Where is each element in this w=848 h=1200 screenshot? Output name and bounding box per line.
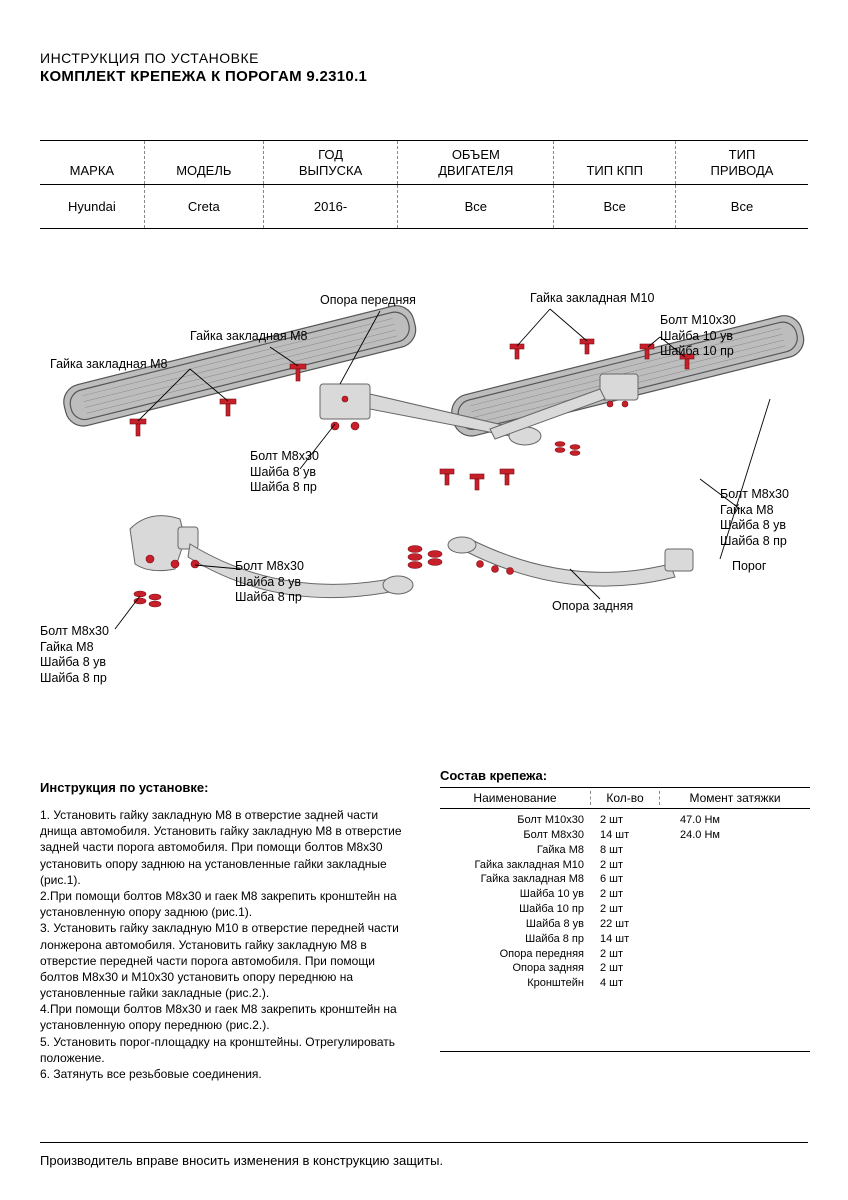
spec-th: ОБЪЕМ ДВИГАТЕЛЯ (398, 141, 554, 185)
parts-row: Кронштейн4 шт (440, 976, 810, 991)
spec-td: Все (554, 185, 676, 229)
header-title: КОМПЛЕКТ КРЕПЕЖА К ПОРОГАМ 9.2310.1 (40, 68, 808, 85)
parts-row: Болт М10х302 шт47.0 Нм (440, 813, 810, 828)
callout: Опора задняя (552, 599, 633, 615)
spec-th: ТИП ПРИВОДА (675, 141, 808, 185)
parts-row: Шайба 8 ув22 шт (440, 917, 810, 932)
parts-row: Гайка закладная М86 шт (440, 872, 810, 887)
parts-row: Гайка М88 шт (440, 843, 810, 858)
parts-header-name: Наименование (440, 791, 590, 805)
instruction-step: 5. Установить порог-площадку на кронштей… (40, 1034, 410, 1066)
spec-td: Creta (144, 185, 263, 229)
spec-table: МАРКА МОДЕЛЬ ГОД ВЫПУСКА ОБЪЕМ ДВИГАТЕЛЯ… (40, 140, 808, 229)
callout: Гайка закладная М8 (50, 357, 167, 373)
parts-row: Шайба 10 пр2 шт (440, 902, 810, 917)
callout: Болт М8х30 Шайба 8 ув Шайба 8 пр (250, 449, 319, 496)
spec-th: ГОД ВЫПУСКА (263, 141, 397, 185)
callout: Гайка закладная М8 (190, 329, 307, 345)
spec-td: Все (398, 185, 554, 229)
instruction-step: 2.При помощи болтов М8х30 и гаек М8 закр… (40, 888, 410, 920)
parts-table: Состав крепежа: Наименование Кол-во Моме… (440, 768, 810, 1052)
parts-body: Болт М10х302 шт47.0 Нм Болт М8х3014 шт24… (440, 809, 810, 1052)
parts-header-qty: Кол-во (590, 791, 660, 805)
assembly-diagram: Гайка закладная М8 Гайка закладная М8 Оп… (40, 269, 808, 699)
instruction-step: 1. Установить гайку закладную М8 в отвер… (40, 807, 410, 888)
parts-row: Опора задняя2 шт (440, 961, 810, 976)
callout: Болт М8х30 Гайка М8 Шайба 8 ув Шайба 8 п… (720, 487, 789, 550)
header-subtitle: ИНСТРУКЦИЯ ПО УСТАНОВКЕ (40, 50, 808, 66)
callout: Болт М8х30 Гайка М8 Шайба 8 ув Шайба 8 п… (40, 624, 109, 687)
callout: Болт М8х30 Шайба 8 ув Шайба 8 пр (235, 559, 304, 606)
parts-row: Шайба 10 ув2 шт (440, 887, 810, 902)
instruction-step: 3. Установить гайку закладную М10 в отве… (40, 920, 410, 1001)
spec-th: МАРКА (40, 141, 144, 185)
parts-title: Состав крепежа: (440, 768, 810, 783)
parts-row: Опора передняя2 шт (440, 947, 810, 962)
spec-td: Hyundai (40, 185, 144, 229)
parts-row: Шайба 8 пр14 шт (440, 932, 810, 947)
parts-header: Наименование Кол-во Момент затяжки (440, 787, 810, 809)
instruction-step: 6. Затянуть все резьбовые соединения. (40, 1066, 410, 1082)
footer-note: Производитель вправе вносить изменения в… (40, 1142, 808, 1168)
parts-row: Болт М8х3014 шт24.0 Нм (440, 828, 810, 843)
spec-data-row: Hyundai Creta 2016- Все Все Все (40, 185, 808, 229)
callout: Гайка закладная М10 (530, 291, 654, 307)
instruction-step: 4.При помощи болтов М8х30 и гаек М8 закр… (40, 1001, 410, 1033)
parts-row: Гайка закладная М102 шт (440, 858, 810, 873)
callout: Болт М10х30 Шайба 10 ув Шайба 10 пр (660, 313, 736, 360)
lower-section: Инструкция по установке: 1. Установить г… (40, 780, 808, 1082)
callout: Опора передняя (320, 293, 416, 309)
header: ИНСТРУКЦИЯ ПО УСТАНОВКЕ КОМПЛЕКТ КРЕПЕЖА… (40, 50, 808, 85)
spec-td: Все (675, 185, 808, 229)
callout: Порог (732, 559, 766, 575)
instructions-text: 1. Установить гайку закладную М8 в отвер… (40, 807, 410, 1082)
spec-header-row: МАРКА МОДЕЛЬ ГОД ВЫПУСКА ОБЪЕМ ДВИГАТЕЛЯ… (40, 141, 808, 185)
spec-td: 2016- (263, 185, 397, 229)
spec-th: МОДЕЛЬ (144, 141, 263, 185)
spec-th: ТИП КПП (554, 141, 676, 185)
parts-header-torque: Момент затяжки (660, 791, 810, 805)
